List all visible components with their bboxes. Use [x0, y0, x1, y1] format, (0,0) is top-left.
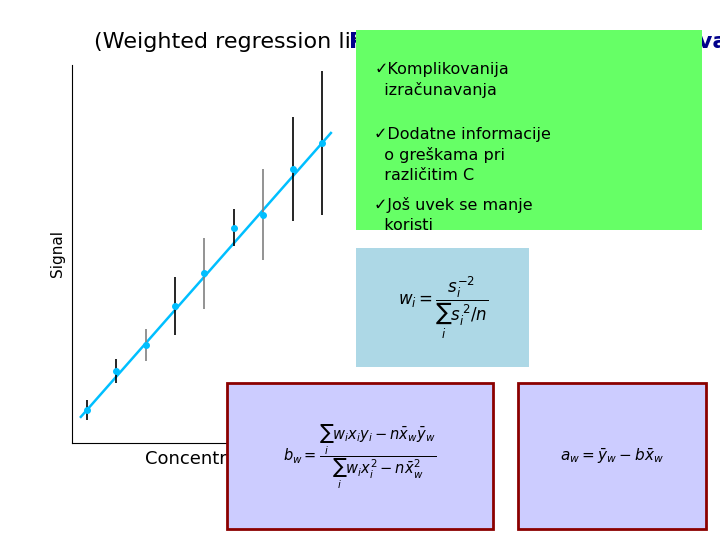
Text: $b_w = \dfrac{\sum_i w_i x_i y_i - n\bar{x}_w\bar{y}_w}{\sum_i w_i x_i^2 - n\bar: $b_w = \dfrac{\sum_i w_i x_i y_i - n\bar…: [284, 422, 436, 491]
Text: ✓Komplikovanija
  izračunavanja: ✓Komplikovanija izračunavanja: [374, 62, 509, 98]
Text: ✓Dodatne informacije
  o greškama pri
  različitim C: ✓Dodatne informacije o greškama pri razl…: [374, 127, 552, 183]
Text: ✓Još uvek se manje
  koristi: ✓Još uvek se manje koristi: [374, 197, 533, 233]
Y-axis label: Signal: Signal: [50, 230, 65, 278]
Text: $w_i = \dfrac{s_i^{-2}}{\sum_i s_i^{\,2}/n}$: $w_i = \dfrac{s_i^{-2}}{\sum_i s_i^{\,2}…: [397, 275, 488, 341]
Text: (Weighted regression line): (Weighted regression line): [94, 32, 394, 52]
X-axis label: Concentration: Concentration: [145, 450, 272, 468]
Text: $a_w = \bar{y}_w - b\bar{x}_w$: $a_w = \bar{y}_w - b\bar{x}_w$: [560, 447, 664, 466]
Text: Ponderisana regresiona prava: Ponderisana regresiona prava: [349, 32, 720, 52]
